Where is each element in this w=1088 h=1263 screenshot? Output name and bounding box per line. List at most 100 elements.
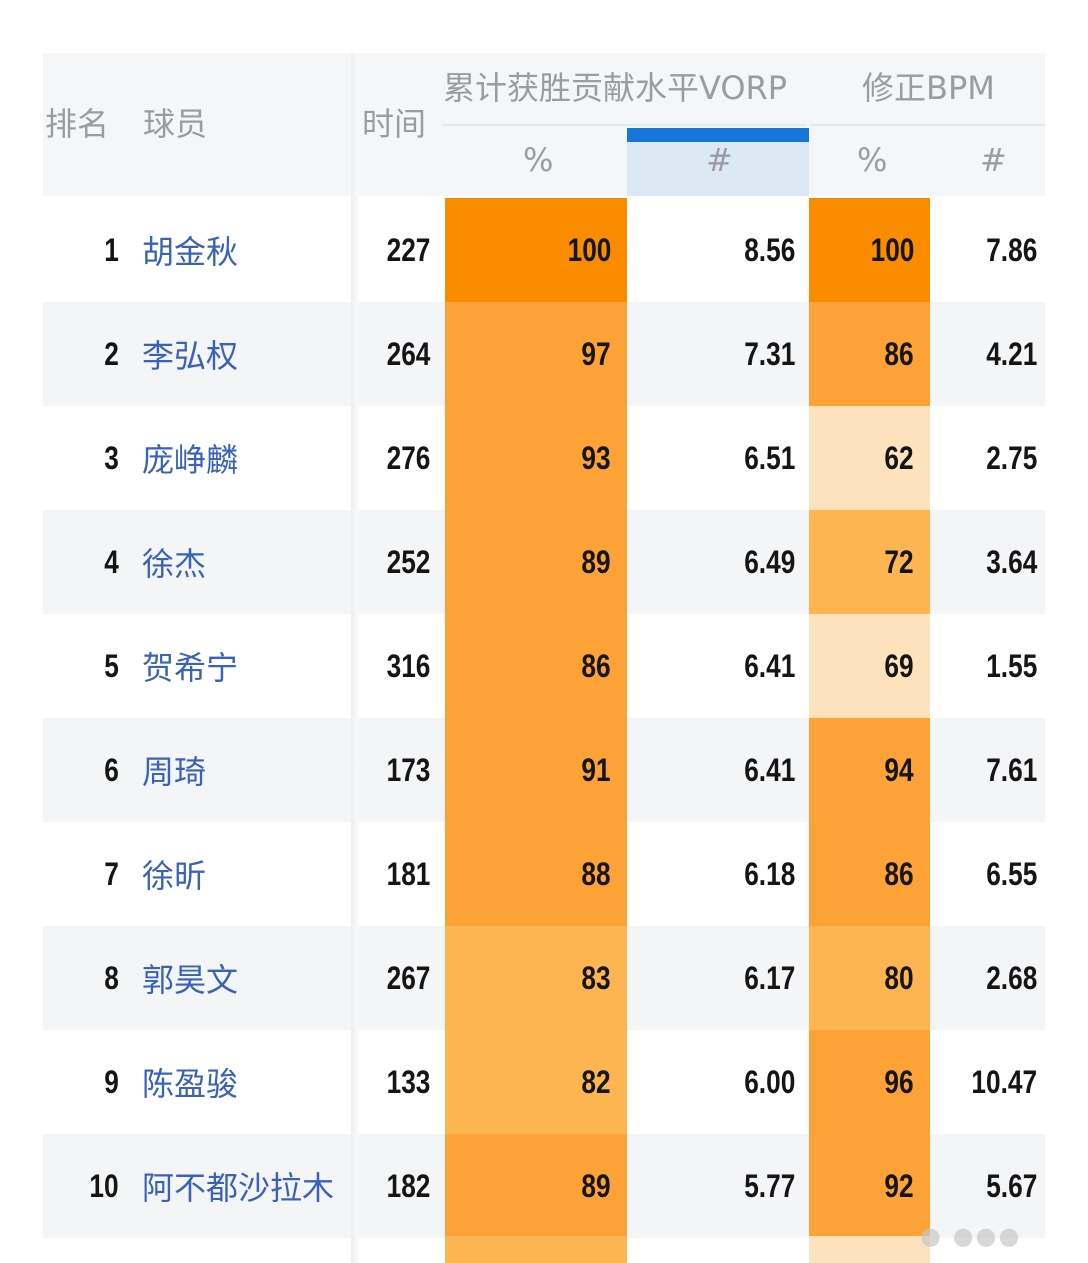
player-name-link[interactable]: 郭昊文 [142,926,362,1030]
rank-cell-value: 4 [104,543,119,580]
bpm-num-cell-value: 5.67 [985,1167,1037,1204]
vorp-pct-cell-value: 93 [581,439,611,476]
header-player[interactable]: 球员 [143,105,208,143]
bpm-num-cell-value: 4.21 [985,335,1037,372]
vorp-pct-cell-value: 83 [581,959,611,996]
rank-cell-value: 9 [104,1063,119,1100]
bpm-num-cell-value: 2.68 [985,959,1037,996]
player-name-link-value: 李弘权 [142,337,239,375]
table-row[interactable]: 9 陈盈骏 133 82 6.00 96 10.47 [43,1030,1045,1134]
vorp-num-cell-value: 5.77 [743,1167,795,1204]
rank-cell-value: 1 [104,231,119,268]
vorp-num-cell: 6.51 [627,406,809,510]
player-name-link[interactable]: 徐杰 [142,510,362,614]
vorp-pct-cell: 86 [445,614,627,718]
time-cell-value: 276 [386,439,430,476]
table-row[interactable]: 10 阿不都沙拉木 182 89 5.77 92 5.67 [43,1134,1045,1238]
bpm-pct-cell: 69 [809,614,930,718]
vorp-pct-cell-value: 89 [581,1167,611,1204]
heat-cell-next-row [809,1236,930,1263]
bpm-pct-cell: 100 [809,198,930,302]
time-cell-value: 227 [386,231,430,268]
player-name-link[interactable]: 阿不都沙拉木 [142,1134,362,1238]
player-name-link[interactable]: 贺希宁 [142,614,362,718]
vorp-pct-cell-value: 91 [581,751,611,788]
table-row[interactable]: 8 郭昊文 267 83 6.17 80 2.68 [43,926,1045,1030]
bpm-num-cell-value: 3.64 [985,543,1037,580]
player-name-link[interactable]: 徐昕 [142,822,362,926]
header-vorp-num[interactable]: # [706,141,733,179]
table-row[interactable]: 6 周琦 173 91 6.41 94 7.61 [43,718,1045,822]
vorp-pct-cell: 88 [445,822,627,926]
time-cell-value: 182 [386,1167,430,1204]
rank-cell-value: 5 [104,647,119,684]
bpm-num-cell-value: 1.55 [985,647,1037,684]
player-name-link[interactable]: 周琦 [142,718,362,822]
header-bpm-num[interactable]: # [980,141,1007,179]
vorp-num-cell: 6.49 [627,510,809,614]
rank-cell: 9 [43,1030,119,1134]
vorp-num-cell: 8.56 [627,198,809,302]
vorp-num-cell-value: 6.18 [743,855,795,892]
vorp-num-cell-value: 8.56 [743,231,795,268]
player-name-link-value: 庞峥麟 [142,441,239,479]
bpm-pct-cell: 62 [809,406,930,510]
vorp-pct-cell: 82 [445,1030,627,1134]
header-rank[interactable]: 排名 [45,105,110,143]
bpm-num-cell: 6.55 [930,822,1045,926]
player-name-link[interactable]: 陈盈骏 [142,1030,362,1134]
vorp-num-cell-value: 6.41 [743,647,795,684]
rank-cell: 3 [43,406,119,510]
table-row[interactable]: 3 庞峥麟 276 93 6.51 62 2.75 [43,406,1045,510]
watermark: ● ●●● [920,1222,1022,1250]
rank-cell: 4 [43,510,119,614]
bpm-num-cell-value: 6.55 [985,855,1037,892]
bpm-num-cell-value: 7.86 [985,231,1037,268]
vorp-num-cell: 6.00 [627,1030,809,1134]
vorp-pct-cell: 89 [445,510,627,614]
time-cell-value: 133 [386,1063,430,1100]
time-cell-value: 264 [386,335,430,372]
table-row[interactable]: 4 徐杰 252 89 6.49 72 3.64 [43,510,1045,614]
bpm-num-cell: 10.47 [930,1030,1045,1134]
time-cell: 181 [358,822,430,926]
rank-cell: 5 [43,614,119,718]
player-name-link[interactable]: 李弘权 [142,302,362,406]
bpm-pct-cell-value: 62 [884,439,914,476]
sort-indicator [627,128,809,142]
header-time[interactable]: 时间 [362,105,427,143]
vorp-num-cell: 7.31 [627,302,809,406]
bpm-num-cell: 1.55 [930,614,1045,718]
player-name-link-value: 陈盈骏 [142,1065,239,1103]
header-bpm-pct[interactable]: % [857,141,888,179]
table-row[interactable]: 2 李弘权 264 97 7.31 86 4.21 [43,302,1045,406]
bpm-num-cell: 2.68 [930,926,1045,1030]
bpm-pct-cell-value: 72 [884,543,914,580]
player-name-link-value: 胡金秋 [142,233,239,271]
vorp-num-cell-value: 6.17 [743,959,795,996]
bpm-num-cell: 7.86 [930,198,1045,302]
time-cell: 227 [358,198,430,302]
vorp-pct-cell-value: 82 [581,1063,611,1100]
time-cell: 264 [358,302,430,406]
bpm-num-cell-value: 2.75 [985,439,1037,476]
player-name-link-value: 贺希宁 [142,649,239,687]
header-vorp-pct[interactable]: % [523,141,554,179]
player-name-link[interactable]: 胡金秋 [142,198,362,302]
player-name-link[interactable]: 庞峥麟 [142,406,362,510]
rank-cell-value: 2 [104,335,119,372]
time-cell-value: 252 [386,543,430,580]
bpm-pct-cell-value: 86 [884,855,914,892]
player-name-link-value: 徐昕 [142,857,207,895]
rank-cell-value: 10 [89,1167,119,1204]
header-bpm-group: 修正BPM [862,69,995,107]
bpm-pct-cell-value: 92 [884,1167,914,1204]
table-row[interactable]: 1 胡金秋 227 100 8.56 100 7.86 [43,198,1045,302]
time-cell: 182 [358,1134,430,1238]
table-row[interactable]: 7 徐昕 181 88 6.18 86 6.55 [43,822,1045,926]
vorp-pct-cell-value: 97 [581,335,611,372]
heat-cell-next-row [445,1236,627,1263]
vorp-pct-cell: 89 [445,1134,627,1238]
table-row[interactable]: 5 贺希宁 316 86 6.41 69 1.55 [43,614,1045,718]
